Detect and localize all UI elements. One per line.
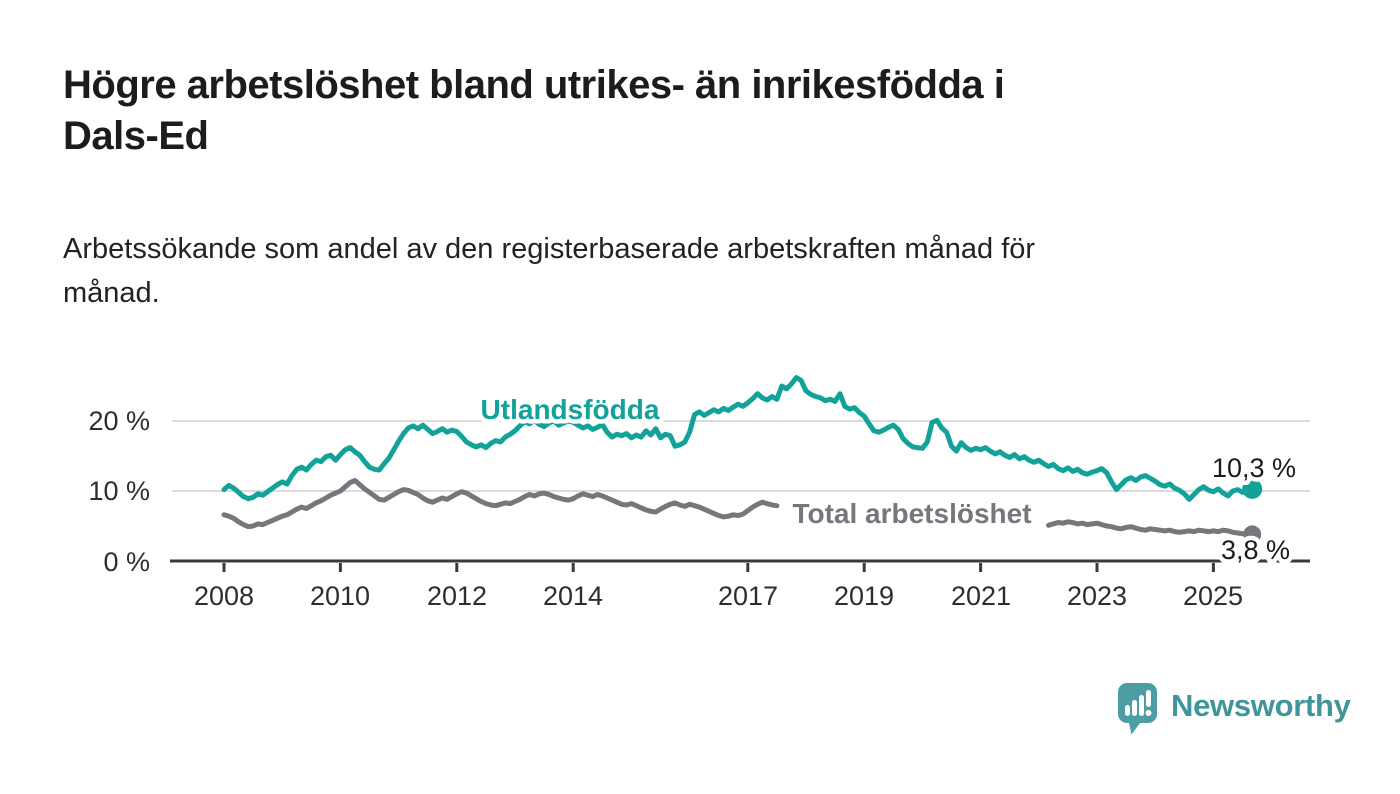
logo-bubble-shape: [1118, 683, 1157, 735]
newsworthy-logo-text: Newsworthy: [1171, 688, 1351, 723]
x-tick-label-2012: 2012: [427, 581, 487, 611]
x-tick-label-2023: 2023: [1067, 581, 1127, 611]
end-value-label-total-arbetsloshet: 3,8 %: [1221, 535, 1290, 565]
page-title: Högre arbetslöshet bland utrikes- än inr…: [63, 60, 1253, 162]
y-tick-label-10: 10 %: [88, 476, 150, 506]
page-subtitle-line1: Arbetssökande som andel av den registerb…: [63, 233, 1036, 265]
newsworthy-speech-bubble-chart-icon: [1118, 683, 1157, 735]
chart-label-layer: 0 % 10 % 20 % 2008 2010 2012 2014 2017 2…: [88, 390, 1300, 612]
logo-bar-2: [1132, 700, 1137, 716]
newsworthy-logo: Newsworthy: [1117, 682, 1351, 738]
series-end-dot-total-arbetsloshet: [1243, 525, 1262, 544]
x-tick-label-2014: 2014: [543, 581, 603, 611]
logo-bar-1: [1125, 705, 1130, 716]
x-tick-label-2010: 2010: [310, 581, 370, 611]
series-end-dot-utlandsfodda: [1242, 478, 1263, 499]
x-tick-label-2025: 2025: [1183, 581, 1243, 611]
series-label-utlandsfodda: Utlandsfödda: [481, 394, 660, 425]
series-label-total-arbetsloshet: Total arbetslöshet: [792, 498, 1031, 529]
logo-bar-3: [1139, 695, 1144, 716]
logo-exclamation-dot: [1145, 710, 1152, 716]
page-title-line1: Högre arbetslöshet bland utrikes- än inr…: [63, 63, 1005, 107]
series-line-utlandsfodda: [221, 375, 1255, 502]
x-tick-label-2017: 2017: [718, 581, 778, 611]
page-subtitle-line2: månad.: [63, 276, 160, 309]
chart-plot-layer: [170, 375, 1310, 572]
y-tick-label-0: 0 %: [103, 547, 150, 577]
page-subtitle: Arbetssökande som andel av den registerb…: [63, 228, 1283, 315]
page-title-line2: Dals-Ed: [63, 113, 209, 158]
series-line-total-arbetsloshet: [221, 478, 1255, 537]
x-tick-label-2008: 2008: [194, 581, 254, 611]
x-tick-label-2021: 2021: [951, 581, 1011, 611]
y-tick-label-20: 20 %: [88, 406, 150, 436]
x-tick-label-2019: 2019: [834, 581, 894, 611]
end-value-label-utlandsfodda: 10,3 %: [1212, 453, 1296, 483]
logo-exclamation-bar: [1146, 690, 1151, 707]
